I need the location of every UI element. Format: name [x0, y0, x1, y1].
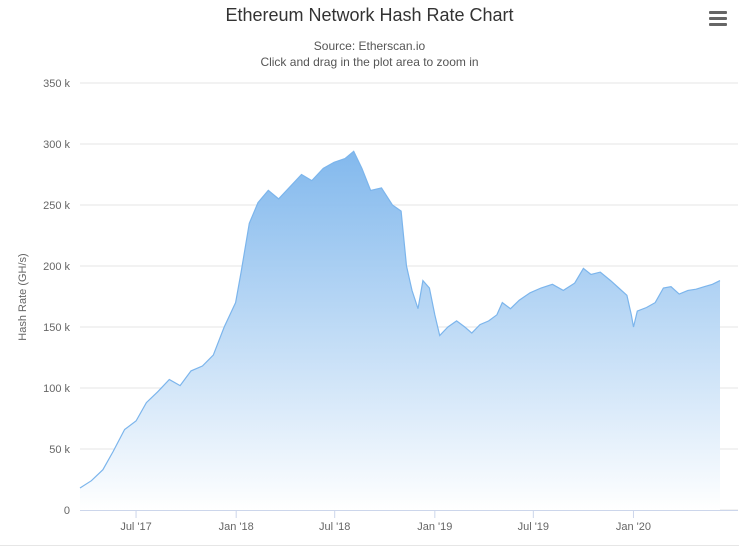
y-tick-label: 100 k — [43, 383, 70, 395]
x-tick-label: Jul '19 — [518, 521, 549, 533]
hash-rate-line[interactable] — [79, 150, 721, 489]
chart-subtitle: Source: Etherscan.io Click and drag in t… — [0, 38, 739, 70]
y-tick-label: 50 k — [49, 444, 70, 456]
hamburger-menu-icon-bar — [709, 17, 727, 20]
x-tick-label: Jan '18 — [219, 521, 254, 533]
x-tick-label: Jan '20 — [616, 521, 651, 533]
y-tick-label: 150 k — [43, 322, 70, 334]
hash-rate-area[interactable] — [79, 150, 721, 511]
hamburger-menu-icon — [709, 11, 727, 14]
y-tick-label: 250 k — [43, 200, 70, 212]
x-tick-label: Jul '17 — [120, 521, 151, 533]
bottom-divider — [0, 545, 739, 546]
x-tick-label: Jan '19 — [417, 521, 452, 533]
hash-rate-area-fill[interactable] — [80, 151, 720, 511]
y-tick-label: 300 k — [43, 139, 70, 151]
hamburger-menu-icon-bar — [709, 23, 727, 26]
chart-title: Ethereum Network Hash Rate Chart — [225, 5, 514, 25]
subtitle-zoom-hint: Click and drag in the plot area to zoom … — [260, 55, 479, 69]
y-axis-tick-labels: 0 50 k 100 k 150 k 200 k 250 k 300 k 350 k — [43, 78, 70, 517]
y-tick-label: 350 k — [43, 78, 70, 90]
y-tick-label: 0 — [64, 505, 70, 517]
x-tick-label: Jul '18 — [319, 521, 350, 533]
x-axis-tick-labels: Jul '17 Jan '18 Jul '18 Jan '19 Jul '19 Jan '… — [120, 510, 651, 533]
context-menu-button[interactable] — [706, 10, 730, 28]
y-tick-label: 200 k — [43, 261, 70, 273]
subtitle-source: Source: Etherscan.io — [313, 39, 426, 53]
y-axis-title: Hash Rate (GH/s) — [17, 253, 29, 340]
